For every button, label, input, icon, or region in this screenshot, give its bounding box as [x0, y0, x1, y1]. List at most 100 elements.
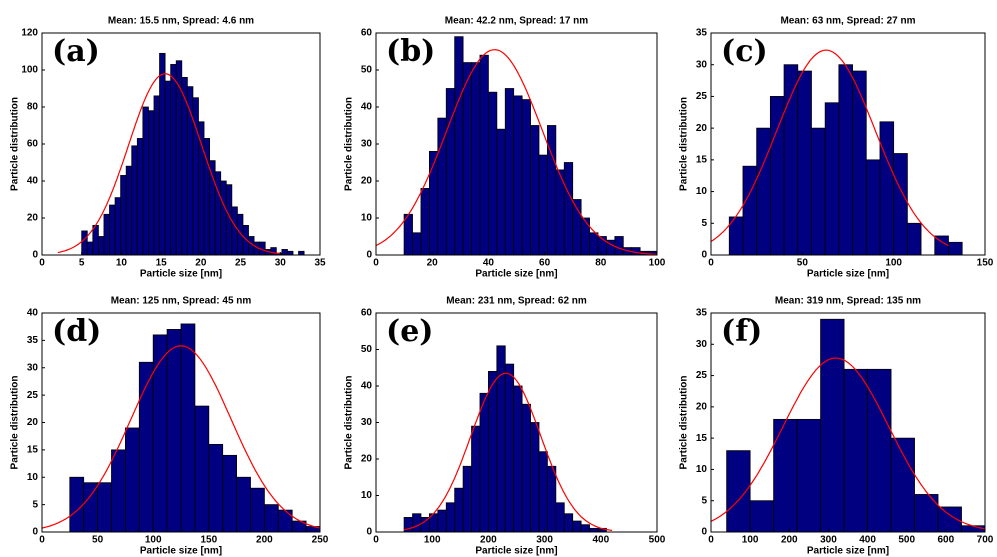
bar — [250, 487, 265, 533]
y-tick-label: 80 — [27, 102, 39, 113]
bar — [589, 527, 599, 533]
x-tick-label: 600 — [938, 535, 955, 546]
x-tick-label: 300 — [820, 535, 837, 546]
y-tick-label: 10 — [361, 213, 373, 224]
y-axis-label: Particle distribution — [344, 97, 355, 191]
bar — [843, 368, 868, 533]
y-tick-label: 0 — [701, 527, 707, 538]
bar — [454, 36, 464, 256]
x-tick-label: 500 — [898, 535, 915, 546]
bar — [462, 62, 472, 256]
x-tick-label: 150 — [977, 258, 994, 269]
x-tick-label: 100 — [649, 258, 666, 269]
y-tick-label: 40 — [27, 176, 39, 187]
y-tick-label: 10 — [696, 186, 708, 197]
fit-curve — [710, 49, 949, 247]
y-tick-label: 20 — [27, 417, 39, 428]
x-tick-label: 400 — [592, 535, 609, 546]
x-tick-label: 40 — [483, 258, 495, 269]
bar — [142, 106, 149, 256]
y-tick-label: 20 — [361, 176, 373, 187]
x-axis-label: Particle size [nm] — [475, 269, 557, 280]
bar — [563, 162, 574, 256]
bar — [773, 418, 798, 533]
plot-frame — [710, 312, 986, 533]
bar — [208, 443, 224, 533]
bar — [513, 385, 523, 533]
x-tick-label: 150 — [200, 535, 217, 546]
y-tick-label: 25 — [696, 91, 708, 102]
bar — [796, 418, 821, 533]
x-tick-label: 400 — [859, 535, 876, 546]
bar — [572, 520, 582, 533]
x-tick-label: 100 — [145, 535, 162, 546]
bar — [437, 509, 447, 533]
plot-frame — [710, 32, 986, 256]
bar — [879, 121, 895, 256]
bar — [111, 449, 126, 533]
x-tick-label: 80 — [595, 258, 607, 269]
fit-curve — [710, 357, 986, 530]
bar — [769, 96, 785, 256]
bar — [749, 500, 775, 533]
x-tick-label: 100 — [424, 535, 441, 546]
x-tick-label: 500 — [649, 535, 666, 546]
bar — [148, 110, 155, 256]
bar — [152, 334, 168, 533]
bar — [97, 236, 105, 256]
bar — [153, 95, 160, 256]
bar — [120, 175, 127, 256]
bar — [125, 165, 133, 256]
bar — [906, 222, 922, 256]
x-axis-label: Particle size [nm] — [475, 546, 557, 557]
fit-curve — [403, 372, 613, 532]
bar — [726, 450, 751, 533]
bar — [538, 154, 548, 256]
y-axis-label: Particle distribution — [679, 97, 690, 191]
y-tick-label: 40 — [361, 381, 373, 392]
bar — [437, 117, 447, 256]
x-tick-label: 200 — [256, 535, 273, 546]
y-tick-label: 50 — [361, 344, 373, 355]
y-axis-label: Particle distribution — [679, 376, 690, 470]
x-tick-label: 0 — [39, 535, 45, 546]
x-tick-label: 30 — [275, 258, 287, 269]
bar — [521, 99, 531, 256]
panel-label: (f) — [721, 314, 762, 349]
x-axis-label: Particle size [nm] — [140, 269, 222, 280]
y-tick-label: 35 — [27, 335, 39, 346]
bar — [824, 102, 840, 256]
y-tick-label: 10 — [27, 472, 39, 483]
x-tick-label: 100 — [885, 258, 902, 269]
bar — [471, 62, 481, 256]
bar — [231, 206, 238, 256]
bar — [479, 392, 489, 533]
y-tick-label: 30 — [361, 139, 373, 150]
x-tick-label: 20 — [427, 258, 439, 269]
bar — [479, 54, 489, 256]
x-tick-label: 300 — [536, 535, 553, 546]
bar — [756, 127, 771, 256]
bar — [462, 465, 472, 533]
bar — [547, 125, 557, 256]
bar — [236, 476, 251, 533]
chart-title: Mean: 42.2 nm, Spread: 17 nm — [445, 16, 588, 27]
y-axis-label: Particle distribution — [344, 376, 355, 470]
bar — [538, 451, 548, 533]
bar — [86, 241, 94, 256]
y-tick-label: 5 — [701, 495, 707, 506]
bar — [109, 204, 116, 256]
bar — [555, 502, 565, 533]
x-tick-label: 0 — [373, 258, 379, 269]
bar — [277, 509, 293, 533]
x-tick-label: 0 — [373, 535, 379, 546]
bar — [454, 487, 464, 533]
bar — [865, 159, 881, 256]
x-tick-label: 35 — [314, 258, 326, 269]
panel-label: (e) — [386, 314, 433, 349]
bar — [890, 437, 915, 533]
y-tick-label: 40 — [27, 308, 39, 319]
bar — [563, 513, 574, 533]
x-tick-label: 60 — [539, 258, 551, 269]
panel-label: (b) — [386, 34, 435, 69]
